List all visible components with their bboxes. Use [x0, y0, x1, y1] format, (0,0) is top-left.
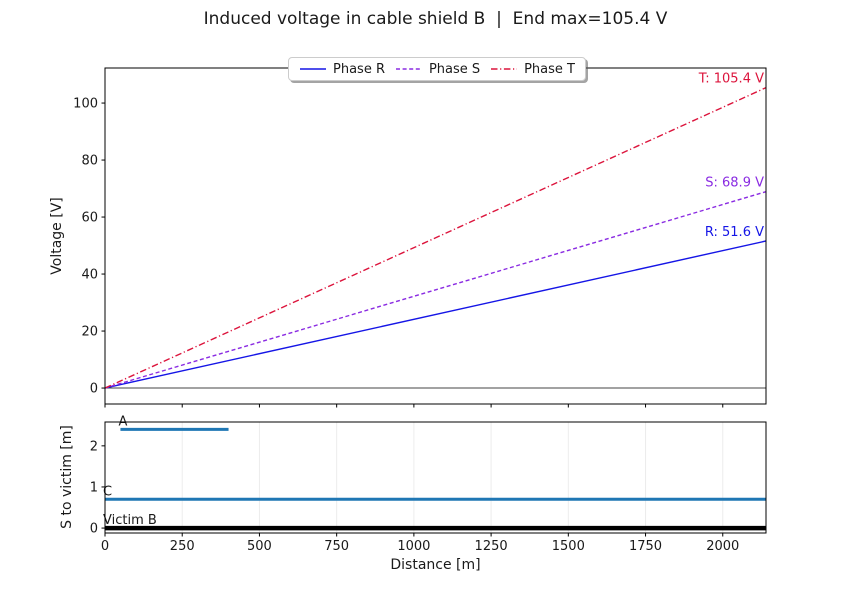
x-tick-label: 1250 — [475, 539, 508, 554]
legend-label-phase-s: Phase S — [428, 61, 481, 77]
end-label-phase-t: T: 105.4 V — [698, 72, 764, 87]
series-line-phase-s — [104, 191, 767, 389]
legend-item-phase-t: Phase T — [490, 62, 575, 77]
line-label-victim-b: Victim B — [103, 513, 157, 528]
legend-item-phase-s: Phase S — [395, 62, 480, 77]
series-line-phase-r — [104, 240, 767, 389]
y-tick-label: 1 — [90, 480, 98, 495]
y-tick-label: 0 — [90, 382, 98, 397]
y-tick-label: 20 — [81, 325, 98, 340]
x-tick-label: 250 — [170, 539, 195, 554]
line-label-c: C — [103, 484, 112, 499]
series-line-phase-t — [104, 87, 767, 389]
y-tick-label: 40 — [81, 268, 98, 283]
legend-label-phase-t: Phase T — [524, 61, 575, 77]
chart-title: Induced voltage in cable shield B | End … — [203, 9, 668, 29]
axes-frame — [104, 421, 767, 534]
y-tick-label: 2 — [90, 439, 98, 454]
legend-label-phase-r: Phase R — [333, 61, 385, 77]
legend-item-phase-r: Phase R — [299, 62, 385, 77]
legend-line-sample-phase-s — [395, 68, 422, 70]
y-tick-label: 60 — [81, 211, 98, 226]
x-tick-label: 750 — [324, 539, 349, 554]
x-tick-label: 1500 — [552, 539, 585, 554]
y-tick-label: 0 — [90, 522, 98, 537]
x-tick-label: 500 — [247, 539, 272, 554]
x-tick-label: 1750 — [629, 539, 662, 554]
x-tick-label: 0 — [101, 539, 109, 554]
x-tick-label: 2000 — [706, 539, 739, 554]
legend-line-sample-phase-t — [491, 68, 518, 70]
y-tick-label: 100 — [73, 97, 98, 112]
distance-x-axis-label: Distance [m] — [390, 557, 481, 573]
y-tick-label: 80 — [81, 154, 98, 169]
axes-frame — [104, 67, 767, 405]
legend: Phase R Phase S Phase T — [288, 57, 586, 81]
x-tick-label: 1000 — [397, 539, 430, 554]
end-label-phase-r: R: 51.6 V — [705, 225, 764, 240]
end-label-phase-s: S: 68.9 V — [705, 176, 764, 191]
legend-line-sample-phase-r — [300, 68, 326, 70]
